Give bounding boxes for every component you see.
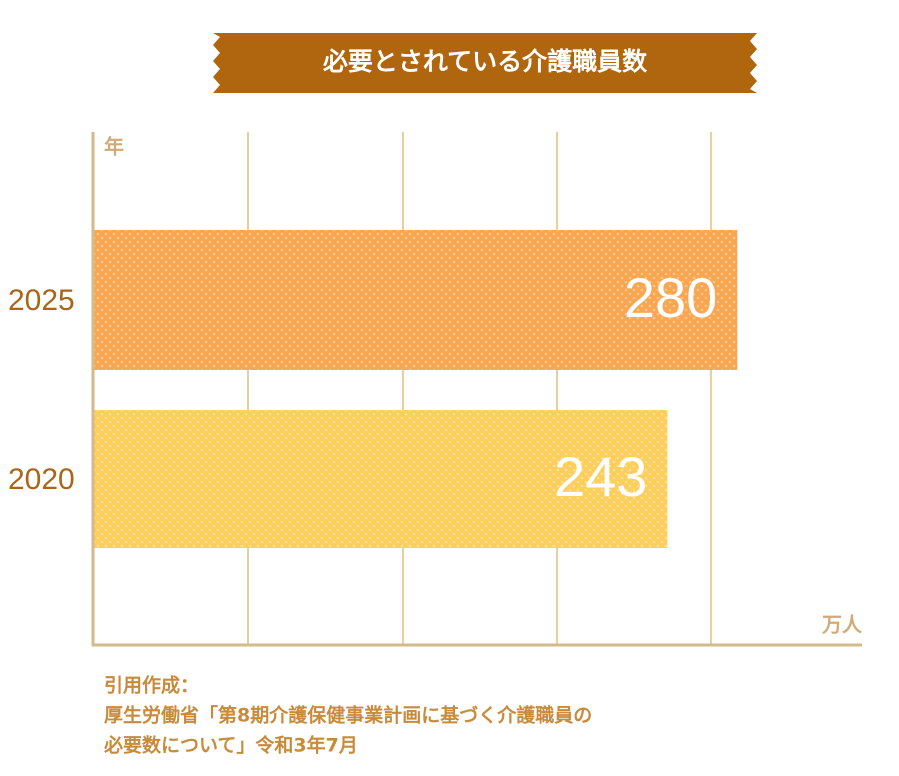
chart-title: 必要とされている介護職員数: [323, 47, 648, 76]
x-axis-label: 万人: [821, 613, 863, 637]
bars: [93, 230, 738, 548]
bar-pattern: [93, 410, 668, 548]
value-label: 280: [624, 266, 717, 329]
source-line: 厚生労働省「第8期介護保健事業計画に基づく介護職員の: [104, 704, 592, 727]
source-heading: 引用作成：: [104, 674, 199, 697]
bar-pattern: [93, 230, 738, 370]
y-axis-label: 年: [104, 135, 124, 159]
value-label: 243: [554, 445, 647, 508]
y-tick-label: 2025: [8, 284, 75, 317]
grid: [247, 132, 712, 645]
y-tick-label: 2020: [8, 463, 75, 496]
source-line: 必要数について」令和3年7月: [103, 734, 358, 757]
title-banner: [213, 33, 757, 93]
